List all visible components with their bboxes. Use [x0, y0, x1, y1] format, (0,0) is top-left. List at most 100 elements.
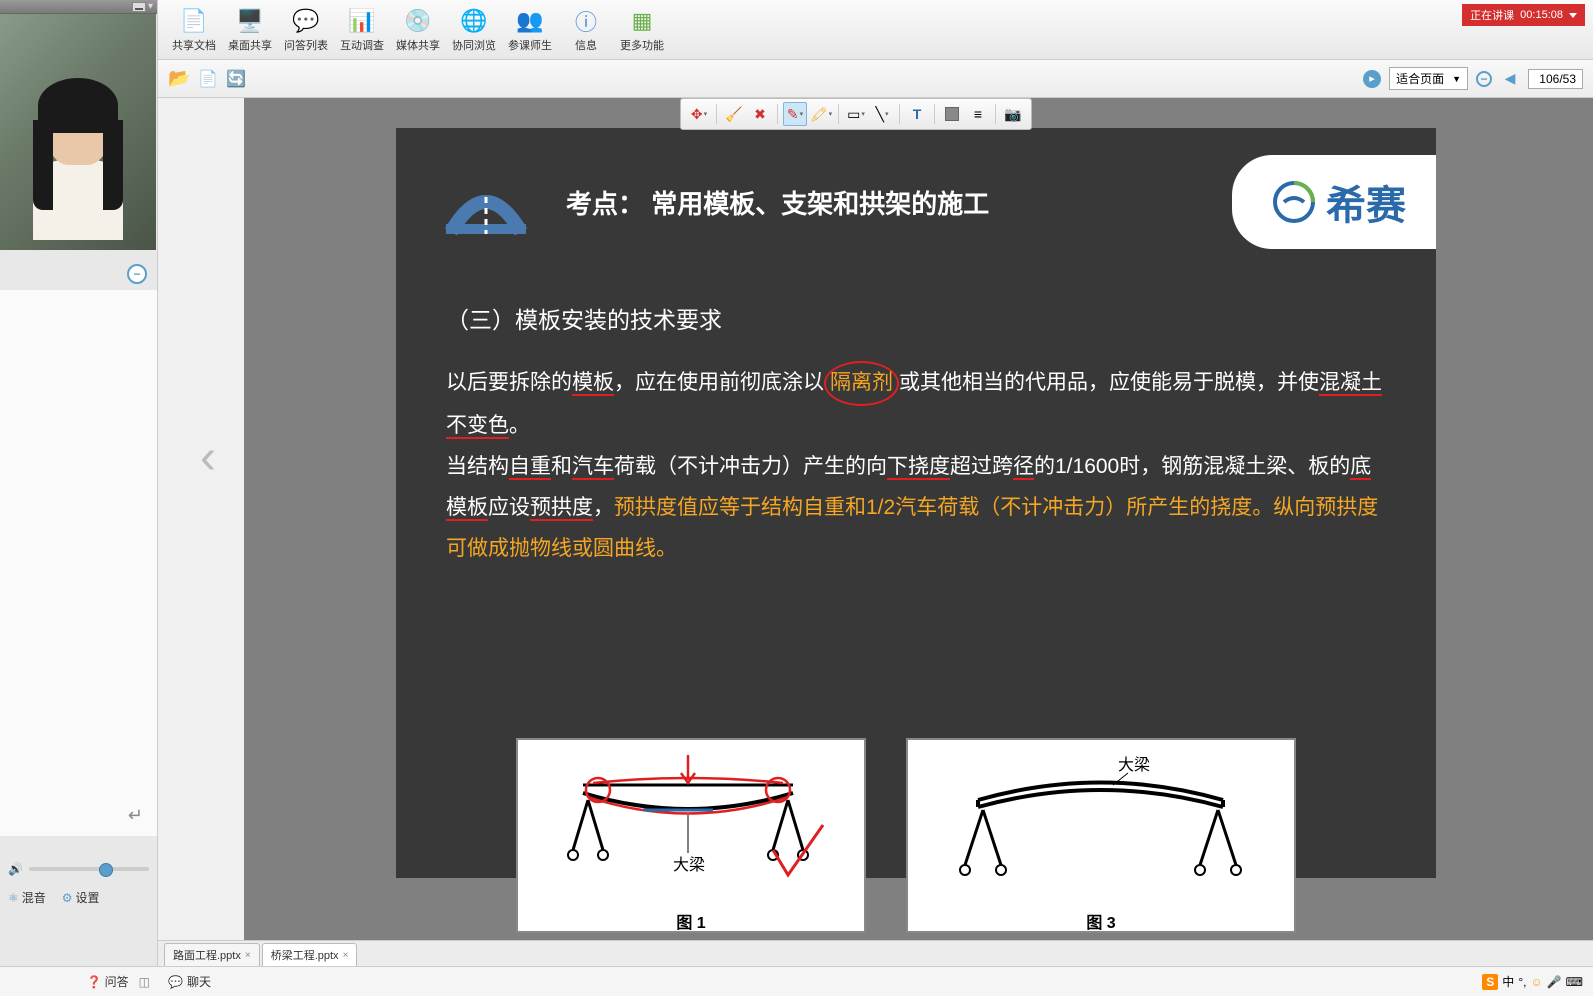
highlighter-tool[interactable]: 🖍▾	[809, 102, 833, 126]
color-picker[interactable]	[940, 102, 964, 126]
line-tool[interactable]: ╲▾	[870, 102, 894, 126]
qa-list-label: 问答列表	[284, 37, 328, 53]
qa-list-button[interactable]: 💬 问答列表	[278, 2, 334, 58]
ime-keyboard-icon: ⌨	[1566, 975, 1583, 989]
text-tool[interactable]: T	[905, 102, 929, 126]
people-icon: 👥	[516, 7, 544, 35]
left-panel: ▾ − ↵ 🔊 ⚛ 混音 ⚙ 设置 ❓ 问答 ◫	[0, 0, 158, 996]
qa-tab-label: 问答	[105, 973, 129, 990]
desktop-share-label: 桌面共享	[228, 37, 272, 53]
webcam-video	[0, 14, 156, 250]
figure-1-label: 图 1	[533, 908, 849, 939]
brand-logo-icon	[1272, 180, 1316, 224]
volume-slider[interactable]	[29, 867, 149, 871]
media-share-label: 媒体共享	[396, 37, 440, 53]
settings-label: 设置	[76, 889, 100, 906]
volume-control: 🔊	[8, 862, 149, 876]
page-input[interactable]: 106/53	[1528, 69, 1583, 89]
desktop-share-button[interactable]: 🖥️ 桌面共享	[222, 2, 278, 58]
chart-icon: 📊	[348, 7, 376, 35]
new-doc-icon[interactable]: 📄	[198, 69, 218, 89]
gear-icon: ⚙	[62, 891, 73, 905]
slide-logo-icon	[426, 152, 546, 252]
attendees-label: 参课师生	[508, 37, 552, 53]
file-tab-1-label: 路面工程.pptx	[173, 947, 241, 963]
ime-s-icon: S	[1482, 974, 1498, 990]
audio-controls: ⚛ 混音 ⚙ 设置	[8, 889, 100, 906]
screenshot-tool[interactable]: 📷	[1001, 102, 1025, 126]
live-status[interactable]: 正在讲课 00:15:08	[1462, 4, 1585, 26]
cobrowse-button[interactable]: 🌐 协同浏览	[446, 2, 502, 58]
file-tabs: 路面工程.pptx × 桥梁工程.pptx ×	[158, 940, 1593, 966]
zoom-select[interactable]: 适合页面 ▼	[1389, 67, 1468, 90]
share-doc-label: 共享文档	[172, 37, 216, 53]
chevron-down-icon: ▼	[1452, 74, 1461, 84]
ime-mic-icon: 🎤	[1547, 975, 1562, 989]
open-folder-icon[interactable]: 📂	[168, 68, 190, 89]
live-timer: 00:15:08	[1520, 9, 1563, 21]
pointer-tool[interactable]: ✥▾	[687, 102, 711, 126]
settings-button[interactable]: ⚙ 设置	[62, 889, 100, 906]
grid-icon: ▦	[628, 7, 656, 35]
close-tab-icon[interactable]: ×	[343, 950, 349, 961]
left-bottom-bar: ❓ 问答 ◫	[0, 966, 158, 996]
share-doc-button[interactable]: 📄 共享文档	[166, 2, 222, 58]
qa-tab[interactable]: ❓ 问答	[87, 973, 129, 990]
file-tab-2[interactable]: 桥梁工程.pptx ×	[262, 943, 358, 966]
prev-slide-button[interactable]: ‹	[200, 430, 216, 485]
mix-label: 混音	[22, 889, 46, 906]
ime-indicator[interactable]: S 中 °, ☺ 🎤 ⌨	[1482, 973, 1583, 990]
prev-page-icon[interactable]: ◀	[1500, 69, 1520, 89]
live-label: 正在讲课	[1470, 7, 1514, 23]
document-icon: 📄	[180, 7, 208, 35]
pen-tool[interactable]: ✎▾	[783, 102, 807, 126]
mix-button[interactable]: ⚛ 混音	[8, 889, 46, 906]
close-tab-icon[interactable]: ×	[245, 950, 251, 961]
highlight-isolator: 隔离剂	[824, 361, 899, 406]
chat-icon: 💬	[168, 975, 183, 989]
slide-paragraph-1: 以后要拆除的模板，应在使用前彻底涂以隔离剂或其他相当的代用品，应使能易于脱模，并…	[446, 361, 1386, 447]
enter-icon[interactable]: ↵	[128, 805, 143, 826]
question-icon: ❓	[87, 975, 102, 989]
slide-content: 考点： 常用模板、支架和拱架的施工 希赛 （三）模板安装的技术要求 以后要拆除的…	[396, 128, 1436, 878]
slide-viewport: 考点： 常用模板、支架和拱架的施工 希赛 （三）模板安装的技术要求 以后要拆除的…	[244, 98, 1593, 940]
minimize-icon[interactable]	[132, 2, 146, 12]
slide-header: 考点： 常用模板、支架和拱架的施工 希赛	[396, 148, 1436, 256]
line-weight-tool[interactable]: ≡	[966, 102, 990, 126]
cobrowse-label: 协同浏览	[452, 37, 496, 53]
file-tab-1[interactable]: 路面工程.pptx ×	[164, 943, 260, 966]
ime-lang: 中	[1502, 973, 1514, 990]
more-button[interactable]: ▦ 更多功能	[614, 2, 670, 58]
collapse-button[interactable]: −	[127, 264, 147, 284]
figure-3-label: 图 3	[923, 908, 1279, 939]
refresh-icon[interactable]: 🔄	[226, 69, 246, 89]
media-share-button[interactable]: 💿 媒体共享	[390, 2, 446, 58]
slide-title: 考点： 常用模板、支架和拱架的施工	[566, 184, 1232, 221]
eraser-tool[interactable]: 🧹	[722, 102, 746, 126]
attendees-button[interactable]: 👥 参课师生	[502, 2, 558, 58]
main-toolbar: 📄 共享文档 🖥️ 桌面共享 💬 问答列表 📊 互动调查 💿 媒体共享 🌐 协同…	[158, 0, 1593, 60]
left-content-area	[0, 290, 157, 836]
figure-3: 大梁 图 3	[906, 738, 1296, 933]
brand-text: 希赛	[1326, 173, 1406, 231]
close-icon[interactable]: ▾	[148, 1, 153, 12]
info-button[interactable]: ⓘ 信息	[558, 2, 614, 58]
fig1-beam-label: 大梁	[673, 856, 705, 874]
nav-first-icon[interactable]: ▸	[1363, 70, 1381, 88]
svg-text:大梁: 大梁	[1118, 756, 1150, 774]
dropdown-icon	[1569, 13, 1577, 18]
clear-tool[interactable]: ✖	[748, 102, 772, 126]
file-tab-2-label: 桥梁工程.pptx	[271, 947, 339, 963]
chat-tab[interactable]: 💬 聊天	[168, 973, 211, 990]
qa-icon: 💬	[292, 7, 320, 35]
expand-icon[interactable]: ◫	[139, 975, 150, 989]
ime-smile-icon: ☺	[1530, 975, 1542, 989]
zoom-out-icon[interactable]: −	[1476, 71, 1492, 87]
speaker-icon[interactable]: 🔊	[8, 862, 23, 876]
annotation-toolbar: ✥▾ 🧹 ✖ ✎▾ 🖍▾ ▭▾ ╲▾ T ≡ 📷	[680, 98, 1032, 130]
mix-icon: ⚛	[8, 891, 19, 905]
rectangle-tool[interactable]: ▭▾	[844, 102, 868, 126]
zoom-label: 适合页面	[1396, 70, 1444, 87]
survey-button[interactable]: 📊 互动调查	[334, 2, 390, 58]
info-label: 信息	[575, 37, 597, 53]
